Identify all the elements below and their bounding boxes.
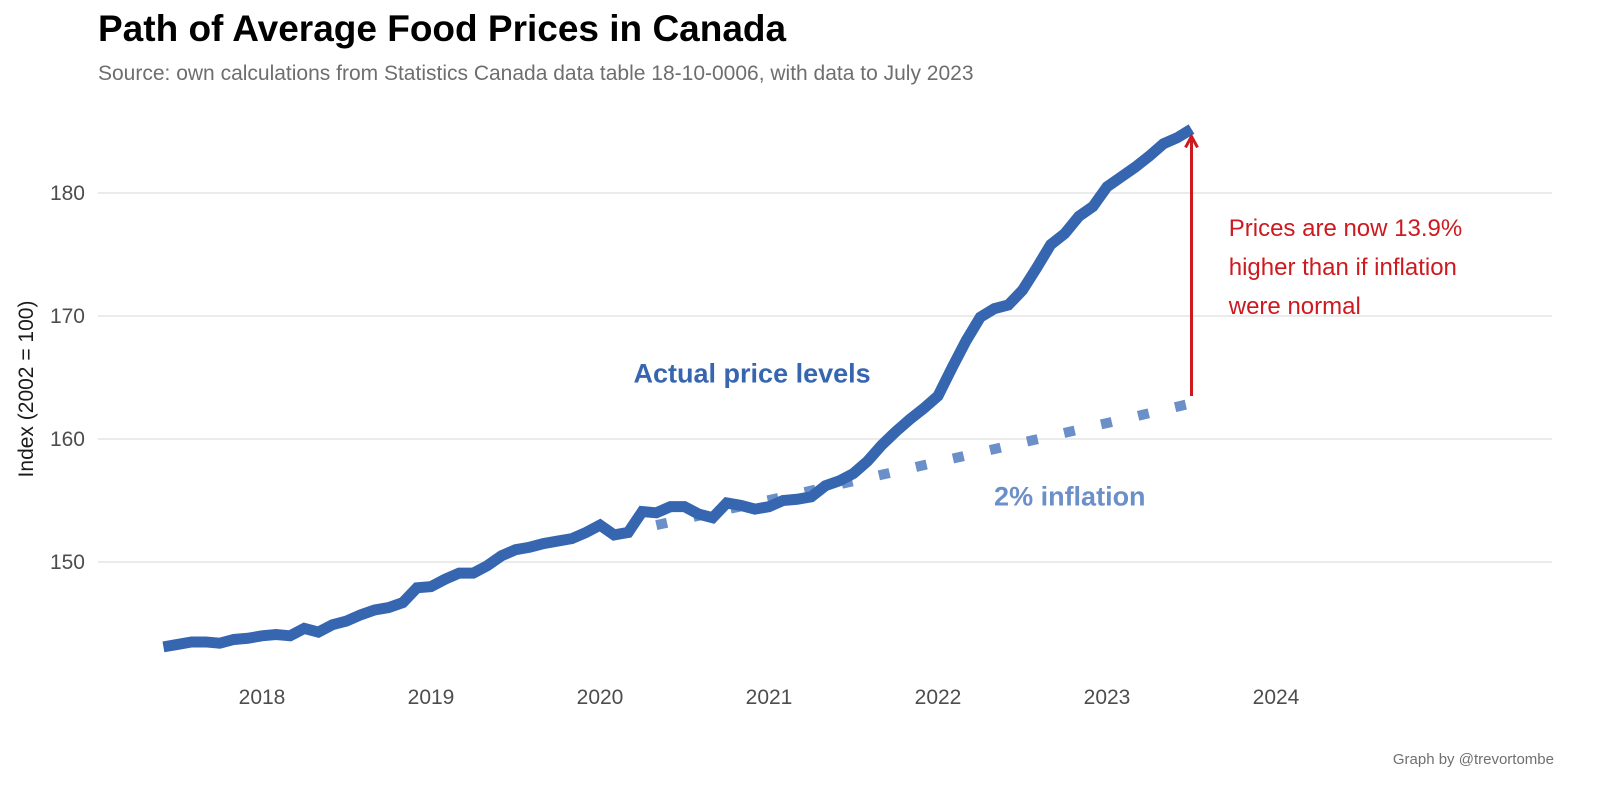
y-tick-label: 180 — [50, 182, 85, 205]
annotation-gap-text-line: Prices are now 13.9% — [1229, 215, 1462, 242]
annotation-gap-text-line: were normal — [1228, 293, 1361, 320]
x-tick-label: 2021 — [746, 686, 793, 709]
y-tick-label: 150 — [50, 551, 85, 574]
arrow-head-icon — [1184, 133, 1199, 149]
y-tick-label: 170 — [50, 305, 85, 328]
annotations: Actual price levels 2% inflation Prices ar… — [634, 133, 1462, 512]
chart-subtitle: Source: own calculations from Statistics… — [98, 62, 974, 85]
y-axis-label: Index (2002 = 100) — [15, 301, 38, 478]
chart-title: Path of Average Food Prices in Canada — [98, 8, 787, 49]
x-tick-label: 2019 — [408, 686, 455, 709]
annotation-2pct-inflation: 2% inflation — [994, 482, 1146, 512]
annotation-gap-text-line: higher than if inflation — [1229, 254, 1457, 281]
x-axis-ticks: 2018 2019 2020 2021 2022 2023 2024 — [239, 686, 1300, 709]
x-tick-label: 2024 — [1253, 686, 1300, 709]
chart-caption: Graph by @trevortombe — [1392, 751, 1554, 768]
gridlines — [98, 192, 1552, 563]
y-axis-ticks: 150 160 170 180 — [50, 182, 85, 574]
series-line-actual-prices — [162, 124, 1195, 653]
x-tick-label: 2022 — [915, 686, 962, 709]
x-tick-label: 2023 — [1084, 686, 1131, 709]
series-line-2pct-inflation — [655, 398, 1193, 530]
y-tick-label: 160 — [50, 428, 85, 451]
series — [162, 124, 1195, 653]
x-tick-label: 2020 — [577, 686, 624, 709]
x-tick-label: 2018 — [239, 686, 286, 709]
annotation-actual-price-levels: Actual price levels — [634, 359, 871, 389]
